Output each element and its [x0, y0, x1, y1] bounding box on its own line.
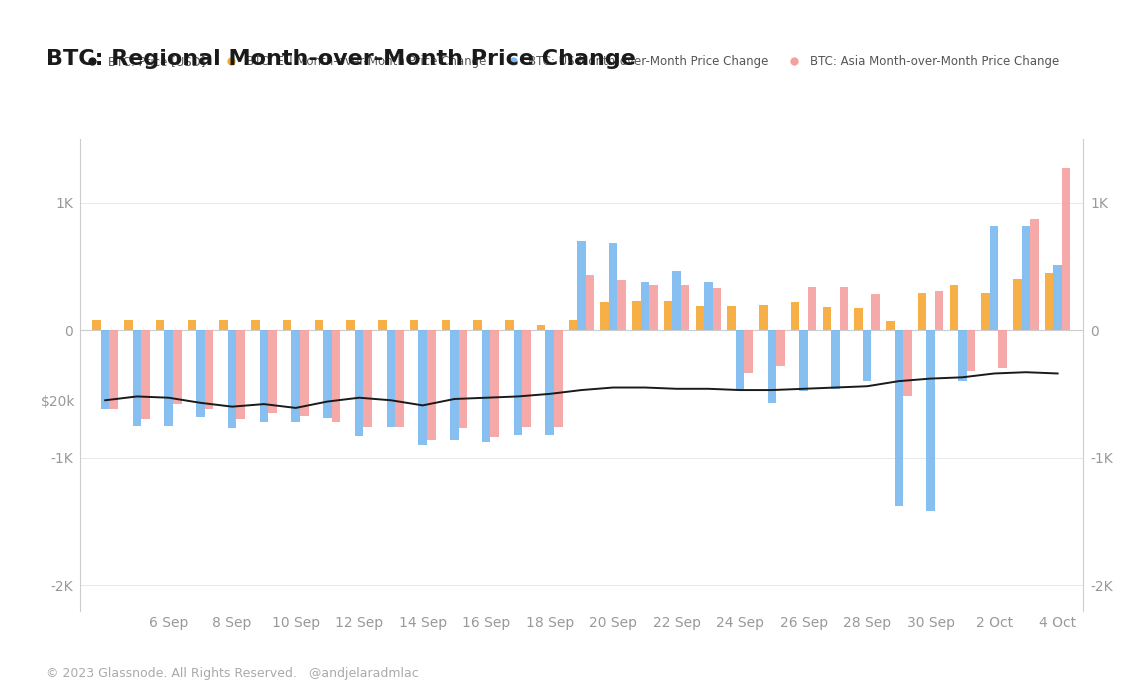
Text: © 2023 Glassnode. All Rights Reserved.   @andjelaradmlac: © 2023 Glassnode. All Rights Reserved. @…	[46, 667, 418, 680]
Bar	[854, 308, 863, 330]
Bar	[236, 330, 245, 419]
Bar	[695, 306, 705, 330]
Bar	[871, 294, 880, 330]
Bar	[776, 330, 784, 366]
Bar	[473, 320, 482, 330]
Bar	[1044, 273, 1053, 330]
Bar	[1053, 265, 1061, 330]
Bar	[663, 301, 673, 330]
Bar	[418, 330, 428, 445]
Bar	[355, 330, 364, 436]
Bar	[1061, 168, 1070, 330]
Bar	[490, 330, 499, 437]
Bar	[441, 320, 450, 330]
Bar	[649, 285, 658, 330]
Bar	[545, 330, 554, 434]
Bar	[990, 226, 999, 330]
Bar	[283, 320, 292, 330]
Bar	[347, 320, 355, 330]
Bar	[735, 330, 744, 390]
Bar	[92, 320, 101, 330]
Legend: BTC: Price [USD], BTC: EU Month-over-Month Price Change, BTC: US Month-over-Mont: BTC: Price [USD], BTC: EU Month-over-Mon…	[75, 51, 1064, 73]
Bar	[219, 320, 228, 330]
Bar	[609, 244, 618, 330]
Bar	[967, 330, 975, 371]
Bar	[618, 280, 626, 330]
Bar	[188, 320, 196, 330]
Bar	[124, 320, 132, 330]
Text: BTC: Regional Month-over-Month Price Change: BTC: Regional Month-over-Month Price Cha…	[46, 49, 635, 69]
Bar	[935, 291, 944, 330]
Bar	[1021, 226, 1031, 330]
Bar	[332, 330, 340, 422]
Bar	[196, 330, 205, 417]
Bar	[744, 330, 754, 373]
Bar	[601, 302, 609, 330]
Bar	[458, 330, 467, 428]
Bar	[586, 276, 594, 330]
Bar	[268, 330, 277, 413]
Bar	[918, 293, 927, 330]
Bar	[895, 330, 903, 506]
Bar	[228, 330, 236, 428]
Bar	[260, 330, 268, 422]
Bar	[712, 288, 722, 330]
Bar	[903, 330, 912, 396]
Bar	[982, 293, 990, 330]
Bar	[101, 330, 109, 409]
Bar	[632, 301, 641, 330]
Bar	[799, 330, 808, 391]
Bar	[378, 320, 386, 330]
Bar	[927, 330, 935, 511]
Bar	[505, 320, 514, 330]
Bar	[300, 330, 309, 416]
Bar	[840, 287, 848, 330]
Bar	[292, 330, 300, 422]
Bar	[863, 330, 871, 381]
Bar	[886, 321, 895, 330]
Bar	[428, 330, 435, 440]
Bar	[673, 271, 681, 330]
Bar	[396, 330, 404, 427]
Bar	[409, 320, 418, 330]
Bar	[999, 330, 1007, 369]
Bar	[1013, 279, 1021, 330]
Bar	[205, 330, 213, 409]
Bar	[569, 320, 577, 330]
Bar	[705, 282, 712, 330]
Bar	[386, 330, 396, 427]
Bar	[1031, 219, 1039, 330]
Bar	[522, 330, 531, 427]
Bar	[132, 330, 141, 426]
Bar	[323, 330, 332, 418]
Bar	[727, 306, 735, 330]
Bar	[450, 330, 458, 440]
Bar	[577, 241, 586, 330]
Bar	[364, 330, 372, 427]
Bar	[164, 330, 173, 426]
Bar	[641, 282, 649, 330]
Bar	[315, 320, 323, 330]
Bar	[141, 330, 149, 419]
Bar	[537, 325, 545, 330]
Bar	[109, 330, 119, 409]
Bar	[514, 330, 522, 434]
Bar	[958, 330, 967, 381]
Bar	[759, 305, 767, 330]
Bar	[791, 302, 799, 330]
Bar	[554, 330, 562, 427]
Bar	[950, 285, 958, 330]
Bar	[173, 330, 181, 404]
Bar	[831, 330, 840, 389]
Bar	[251, 320, 260, 330]
Bar	[156, 320, 164, 330]
Bar	[808, 287, 816, 330]
Bar	[823, 307, 831, 330]
Bar	[681, 285, 690, 330]
Bar	[482, 330, 490, 442]
Bar	[767, 330, 776, 403]
